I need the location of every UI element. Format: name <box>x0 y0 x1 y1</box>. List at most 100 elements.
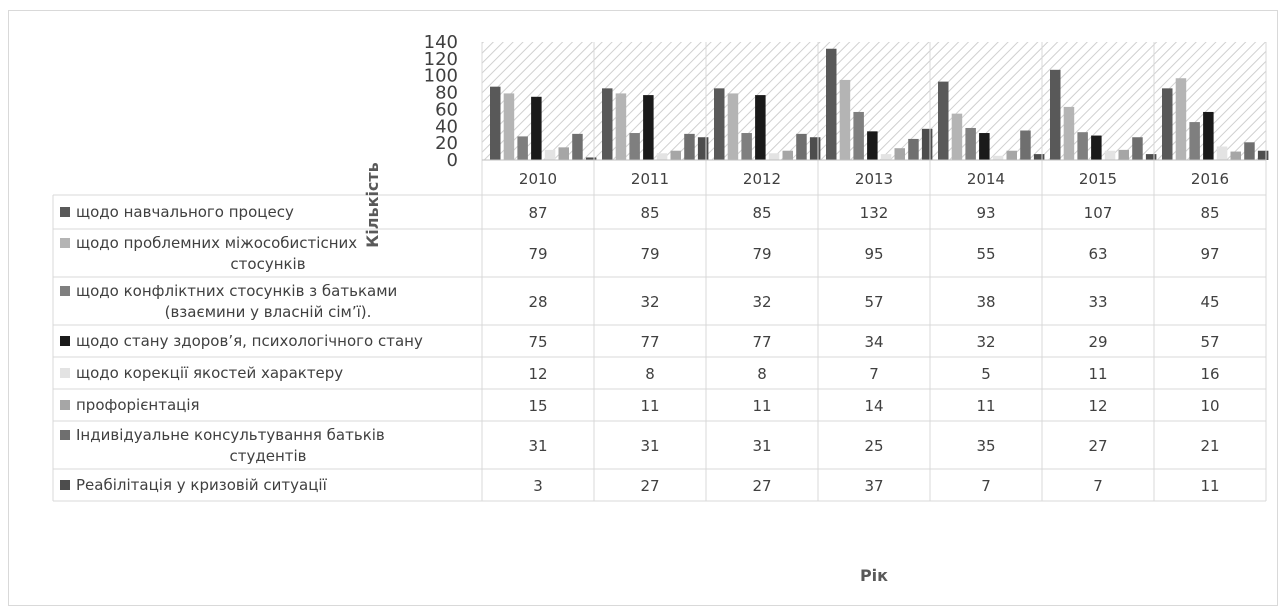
bar <box>1104 150 1116 160</box>
y-axis-title: Кількість <box>363 162 382 248</box>
bar <box>1063 106 1075 160</box>
bar <box>629 133 640 160</box>
bar <box>656 153 668 160</box>
legend-label: щодо стану здоров’я, психологічного стан… <box>76 332 423 350</box>
bar <box>741 133 752 160</box>
y-tick-label: 0 <box>447 150 458 171</box>
data-label: 27 <box>752 477 771 495</box>
bar <box>684 133 695 160</box>
bar <box>1257 150 1269 160</box>
y-tick-label: 20 <box>435 133 458 154</box>
x-tick-label: 2016 <box>1191 170 1229 188</box>
legend-swatch <box>60 368 70 378</box>
data-label: 12 <box>1088 397 1107 415</box>
data-label: 8 <box>757 365 767 383</box>
data-label: 93 <box>976 204 995 222</box>
data-label: 55 <box>976 245 995 263</box>
data-label: 28 <box>528 293 547 311</box>
bar <box>853 111 864 160</box>
data-label: 95 <box>864 245 883 263</box>
legend-swatch <box>60 480 70 490</box>
data-label: 107 <box>1084 204 1113 222</box>
bar <box>951 113 963 160</box>
legend-label: (взаємини у власній сім’ї). <box>165 303 372 321</box>
legend-swatch <box>60 238 70 248</box>
bar <box>1189 122 1200 160</box>
data-label: 11 <box>752 397 771 415</box>
data-label: 11 <box>1200 477 1219 495</box>
data-label: 85 <box>1200 204 1219 222</box>
legend-label: профорієнтація <box>76 396 200 414</box>
y-tick-label: 80 <box>435 83 458 104</box>
bar <box>1145 154 1157 160</box>
legend-label: щодо корекції якостей характеру <box>76 364 343 382</box>
bar <box>992 155 1004 160</box>
data-label: 45 <box>1200 293 1219 311</box>
bar <box>602 88 613 160</box>
data-label: 29 <box>1088 333 1107 351</box>
bar <box>615 93 627 160</box>
data-label: 32 <box>752 293 771 311</box>
bar <box>1091 135 1102 160</box>
legend-label: стосунків <box>230 255 305 273</box>
bar <box>517 136 528 160</box>
legend-swatch <box>60 336 70 346</box>
legend-label: Реабілітація у кризовій ситуації <box>76 476 328 494</box>
bar <box>670 150 681 160</box>
y-tick-label: 40 <box>435 116 458 137</box>
bar <box>1118 149 1129 160</box>
legend-swatch <box>60 207 70 217</box>
bar <box>585 157 597 160</box>
x-tick-label: 2011 <box>631 170 669 188</box>
x-tick-label: 2015 <box>1079 170 1117 188</box>
y-tick-label: 60 <box>435 99 458 120</box>
bar <box>558 147 569 160</box>
data-label: 7 <box>1093 477 1103 495</box>
data-label: 57 <box>1200 333 1219 351</box>
y-tick-label: 100 <box>424 66 458 87</box>
data-label: 38 <box>976 293 995 311</box>
data-label: 10 <box>1200 397 1219 415</box>
data-label: 31 <box>528 437 547 455</box>
data-label: 7 <box>981 477 991 495</box>
data-label: 11 <box>1088 365 1107 383</box>
data-label: 75 <box>528 333 547 351</box>
data-label: 79 <box>752 245 771 263</box>
data-label: 97 <box>1200 245 1219 263</box>
legend-label: щодо навчального процесу <box>76 203 294 221</box>
bar <box>697 137 709 160</box>
bar <box>643 95 654 160</box>
y-tick-label: 120 <box>424 49 458 70</box>
bar <box>782 150 793 160</box>
bar <box>1244 142 1255 160</box>
legend-swatch <box>60 430 70 440</box>
bar <box>880 154 892 160</box>
data-label: 32 <box>976 333 995 351</box>
data-label: 85 <box>640 204 659 222</box>
bar <box>839 79 851 160</box>
data-label: 12 <box>528 365 547 383</box>
data-label: 32 <box>640 293 659 311</box>
bar <box>1162 88 1173 160</box>
x-tick-label: 2010 <box>519 170 557 188</box>
legend-label: Індивідуальне консультування батьків <box>76 426 385 444</box>
bar <box>544 149 556 160</box>
data-label: 11 <box>640 397 659 415</box>
legend-swatch <box>60 286 70 296</box>
bar <box>1050 69 1061 160</box>
bar <box>1033 154 1045 160</box>
data-label: 31 <box>640 437 659 455</box>
bar <box>1230 151 1241 160</box>
bar <box>921 128 933 160</box>
bar <box>1175 78 1187 160</box>
data-label: 79 <box>640 245 659 263</box>
bar <box>1216 146 1228 160</box>
bar <box>826 48 837 160</box>
data-label: 21 <box>1200 437 1219 455</box>
data-label: 77 <box>640 333 659 351</box>
data-label: 37 <box>864 477 883 495</box>
legend-label: щодо проблемних міжособистісних <box>76 234 357 252</box>
bar <box>755 95 766 160</box>
data-label: 27 <box>1088 437 1107 455</box>
